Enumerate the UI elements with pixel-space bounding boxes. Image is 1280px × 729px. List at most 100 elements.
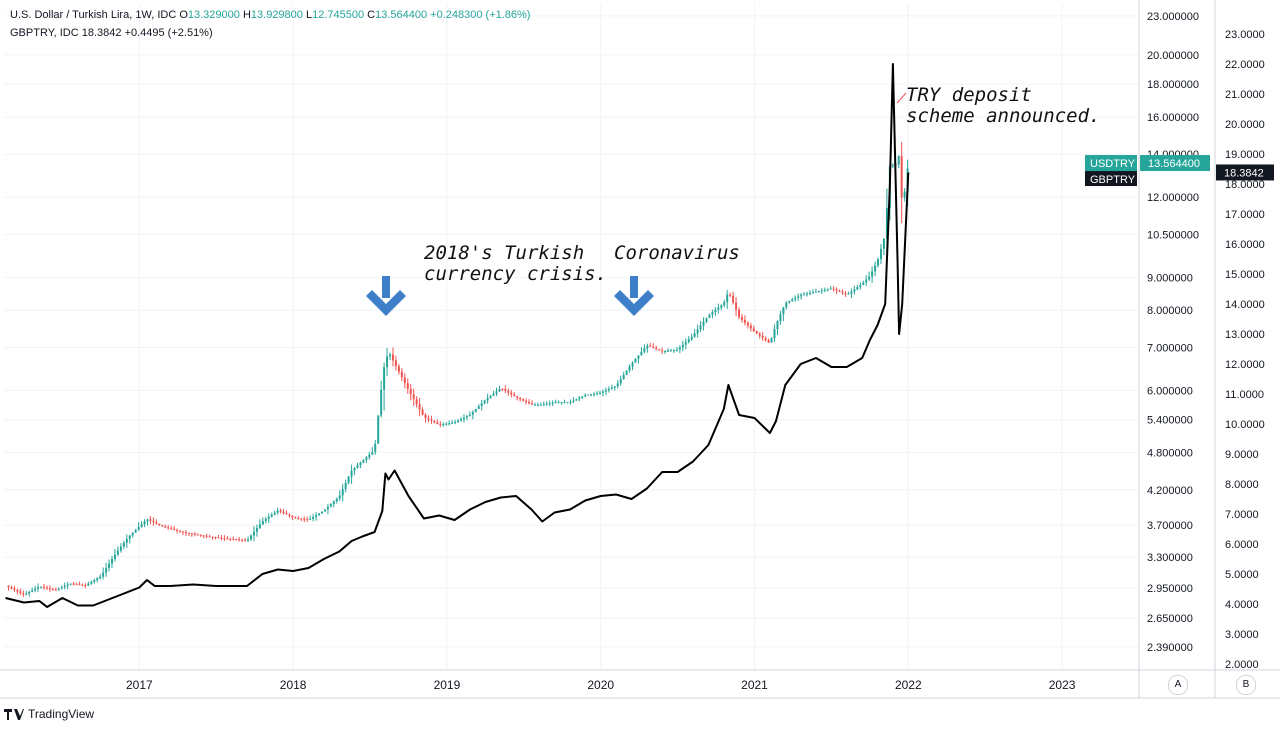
usdtry-candle-body: [761, 335, 764, 338]
usdtry-candle-body: [439, 423, 442, 425]
y-tick-label-b: 7.0000: [1225, 509, 1259, 521]
usdtry-candle-body: [424, 414, 427, 418]
usdtry-candle-body: [406, 383, 409, 389]
usdtry-candle-body: [250, 535, 253, 540]
usdtry-candle-body: [649, 345, 652, 347]
usdtry-candle-body: [57, 588, 60, 590]
usdtry-candle-body: [383, 367, 386, 390]
y-tick-label-b: 10.0000: [1225, 419, 1265, 431]
scale-b-button[interactable]: B: [1236, 675, 1256, 695]
usdtry-candle-body: [882, 238, 885, 249]
usdtry-candle-body: [282, 511, 285, 514]
usdtry-candle-body: [391, 354, 394, 361]
y-tick-label-b: 15.0000: [1225, 269, 1265, 281]
usdtry-candle-body: [862, 282, 865, 285]
y-tick-label-b: 22.0000: [1225, 59, 1265, 71]
y-tick-label-b: 19.0000: [1225, 149, 1265, 161]
usdtry-candle-body: [128, 535, 131, 539]
usdtry-candle-body: [758, 333, 761, 336]
scale-a-button[interactable]: A: [1168, 675, 1188, 695]
usdtry-candle-body: [285, 513, 288, 515]
usdtry-candle-body: [40, 586, 43, 588]
usdtry-candle-body: [267, 516, 270, 519]
usdtry-candle-body: [794, 297, 797, 300]
usdtry-candle-body: [578, 397, 581, 400]
usdtry-candle-body: [232, 538, 235, 540]
usdtry-candle-body: [557, 402, 560, 404]
usdtry-candle-body: [850, 291, 853, 294]
usdtry-candle-body: [288, 514, 291, 516]
usdtry-candle-body: [403, 377, 406, 384]
usdtry-candle-body: [788, 301, 791, 303]
usdtry-candle-body: [199, 534, 202, 536]
usdtry-candle-body: [525, 400, 528, 403]
usdtry-candle-body: [353, 467, 356, 471]
usdtry-candle-body: [764, 337, 767, 341]
y-tick-label-a: 2.390000: [1147, 642, 1193, 654]
y-tick-label-b: 11.0000: [1225, 389, 1264, 401]
x-tick-label: 2023: [1049, 678, 1076, 692]
usdtry-candle-body: [519, 397, 522, 400]
usdtry-candle-body: [149, 519, 152, 521]
usdtry-candle-body: [244, 540, 247, 542]
y-tick-label-b: 3.0000: [1225, 629, 1259, 641]
usdtry-candle-body: [572, 400, 575, 403]
usdtry-candle-body: [10, 586, 13, 589]
usdtry-candle-body: [542, 404, 545, 406]
usdtry-candle-body: [454, 422, 457, 424]
y-tick-label-a: 16.000000: [1147, 112, 1199, 124]
usdtry-candle-body: [16, 589, 19, 592]
usdtry-candle-body: [483, 400, 486, 404]
usdtry-candle-body: [158, 523, 161, 526]
usdtry-candle-body: [374, 443, 377, 452]
usdtry-candle-body: [276, 510, 279, 513]
usdtry-candle-body: [344, 482, 347, 490]
usdtry-candle-body: [409, 388, 412, 395]
usdtry-candle-body: [584, 395, 587, 397]
usdtry-candle-body: [871, 271, 874, 277]
usdtry-candle-body: [530, 403, 533, 405]
usdtry-candle-body: [273, 512, 276, 515]
usdtry-candle-body: [693, 333, 696, 337]
usdtry-candle-body: [844, 293, 847, 295]
y-axis-b: 2.0000 3.0000 4.0000 5.0000 6.0000 7.0000 8.00…: [1225, 29, 1265, 671]
y-tick-label-a: 20.000000: [1147, 50, 1199, 62]
usdtry-candle-body: [442, 424, 445, 426]
usdtry-candle-body: [628, 366, 631, 371]
usdtry-candle-body: [380, 389, 383, 416]
usdtry-candle-body: [184, 532, 187, 534]
usdtry-candle-body: [196, 534, 199, 536]
usdtry-candle-body: [501, 389, 504, 391]
usdtry-candle-body: [723, 302, 726, 306]
usdtry-candle-body: [838, 290, 841, 292]
legend-main: U.S. Dollar / Turkish Lira, 1W, IDC O13.…: [10, 9, 531, 21]
usdtry-candle-body: [690, 336, 693, 340]
tradingview-footer[interactable]: TradingView: [4, 707, 94, 721]
usdtry-candle-body: [93, 580, 96, 582]
usdtry-candle-body: [616, 383, 619, 387]
usdtry-candle-body: [87, 583, 90, 586]
usdtry-candle-body: [667, 350, 670, 352]
legend-open: 13.329000: [187, 9, 240, 21]
usdtry-candle-body: [137, 526, 140, 530]
legend-compare: GBPTRY, IDC 18.3842 +0.4495 (+2.51%): [10, 27, 213, 39]
usdtry-candle-body: [326, 506, 329, 510]
usdtry-candle-body: [773, 329, 776, 339]
usdtry-candle-body: [900, 155, 903, 198]
usdtry-candle-body: [471, 411, 474, 415]
usdtry-candle-body: [291, 515, 294, 518]
usdtry-candle-body: [7, 585, 10, 587]
usdtry-candle-body: [315, 515, 318, 518]
usdtry-candle-body: [791, 299, 794, 302]
usdtry-candle-body: [548, 403, 551, 405]
usdtry-candle-body: [554, 402, 557, 404]
usdtry-candle-body: [445, 423, 448, 425]
deposit-annotation-leader: [896, 92, 907, 104]
legend-compare-change: +0.4495 (+2.51%): [124, 27, 213, 39]
legend-change: +0.248300 (+1.86%): [430, 9, 531, 21]
usdtry-candle-body: [54, 589, 57, 591]
usdtry-candle-body: [711, 312, 714, 315]
usdtry-candle-body: [776, 321, 779, 330]
usdtry-candle-body: [187, 532, 190, 534]
